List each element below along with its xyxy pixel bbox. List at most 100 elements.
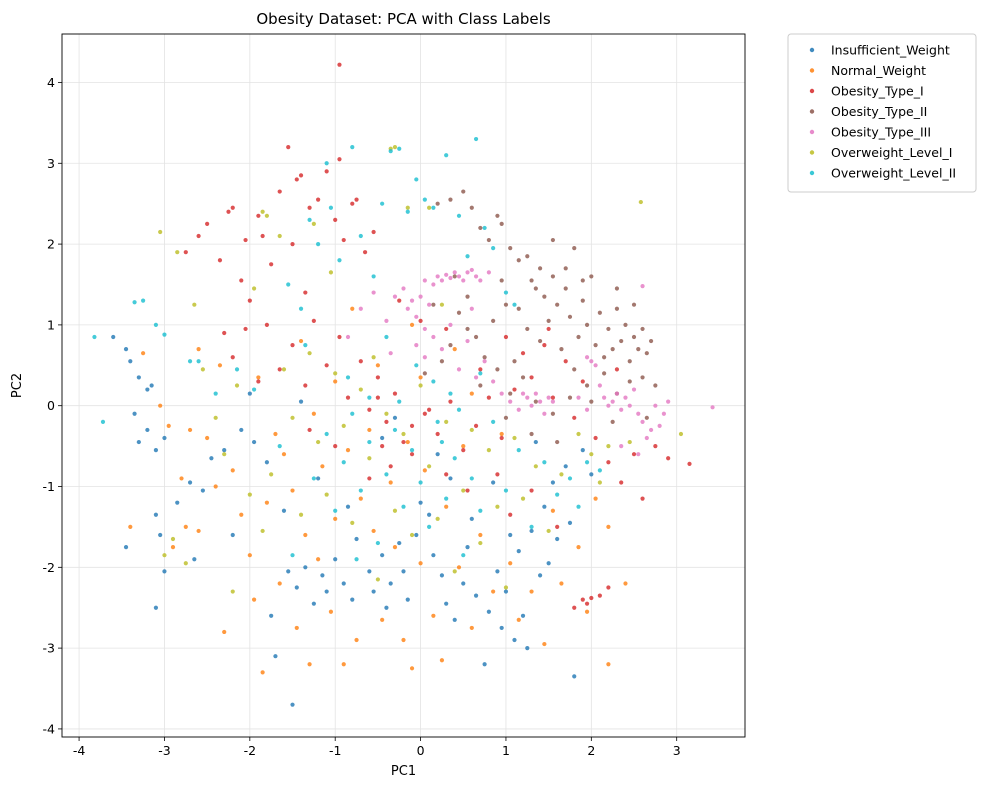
data-point xyxy=(401,439,406,445)
data-point xyxy=(392,391,398,396)
data-point xyxy=(589,452,594,457)
data-point xyxy=(92,334,97,340)
data-point xyxy=(473,136,479,142)
data-point xyxy=(576,395,581,400)
data-point xyxy=(491,480,496,485)
y-tick-label: 1 xyxy=(47,317,55,332)
data-point xyxy=(478,532,483,538)
data-point xyxy=(298,399,304,404)
data-point xyxy=(162,569,167,574)
data-point xyxy=(529,589,534,594)
series-obesity-type-iii xyxy=(345,267,715,457)
data-point xyxy=(401,569,406,574)
data-point xyxy=(619,480,624,485)
data-point xyxy=(320,464,325,469)
data-point xyxy=(529,278,534,283)
data-point xyxy=(431,302,436,307)
data-point xyxy=(533,439,538,445)
data-point xyxy=(482,662,487,667)
data-point xyxy=(290,702,295,707)
data-point xyxy=(606,662,611,667)
data-point xyxy=(512,435,517,441)
data-point xyxy=(465,294,470,299)
data-point xyxy=(196,359,201,364)
data-point xyxy=(298,338,304,344)
data-point xyxy=(538,573,543,578)
data-point xyxy=(418,318,423,323)
data-point xyxy=(345,448,351,453)
data-point xyxy=(307,205,312,210)
data-point xyxy=(452,274,457,279)
data-point xyxy=(205,221,210,226)
data-point xyxy=(576,545,581,550)
data-point xyxy=(619,444,624,449)
data-point xyxy=(324,589,329,594)
data-point xyxy=(452,617,457,622)
data-point xyxy=(405,205,410,210)
data-point xyxy=(478,225,483,231)
data-point xyxy=(341,581,346,586)
data-point xyxy=(627,403,632,408)
data-point xyxy=(324,169,329,174)
data-point xyxy=(409,532,415,538)
data-point xyxy=(341,460,346,465)
data-point xyxy=(303,383,308,388)
data-point xyxy=(465,270,470,275)
data-point xyxy=(123,347,129,352)
data-point xyxy=(358,233,363,239)
data-point xyxy=(448,322,453,327)
data-point xyxy=(337,157,342,162)
y-tick-label: -2 xyxy=(43,560,55,575)
data-point xyxy=(602,395,607,400)
data-point xyxy=(170,545,176,550)
data-point xyxy=(247,298,252,303)
data-point xyxy=(431,205,436,210)
data-point xyxy=(409,298,415,303)
data-point xyxy=(482,225,487,231)
data-point xyxy=(427,205,432,210)
legend-label: Normal_Weight xyxy=(831,63,926,78)
data-point xyxy=(196,347,201,352)
data-point xyxy=(546,561,551,566)
data-point xyxy=(209,456,214,461)
data-point xyxy=(362,250,368,255)
data-point xyxy=(653,444,658,449)
data-point xyxy=(158,229,163,235)
data-point xyxy=(333,557,338,562)
data-point xyxy=(473,274,479,279)
data-point xyxy=(422,371,427,376)
data-point xyxy=(350,411,355,416)
data-point xyxy=(328,205,334,210)
data-point xyxy=(508,532,513,538)
data-point xyxy=(128,524,133,530)
data-point xyxy=(503,488,509,493)
data-point xyxy=(375,540,380,546)
data-point xyxy=(307,351,312,356)
y-tick-label: 3 xyxy=(47,156,55,171)
data-point xyxy=(128,359,133,364)
data-point xyxy=(132,411,137,416)
data-point xyxy=(478,371,483,376)
data-point xyxy=(559,581,564,586)
data-point xyxy=(439,347,445,352)
data-point xyxy=(606,524,611,530)
data-point xyxy=(567,476,573,481)
data-point xyxy=(631,302,637,307)
data-point xyxy=(516,448,521,453)
data-point xyxy=(614,306,620,311)
data-point xyxy=(341,662,346,667)
data-point xyxy=(371,528,376,534)
data-point xyxy=(375,395,380,400)
data-point xyxy=(580,597,585,602)
data-point xyxy=(409,666,415,671)
data-point xyxy=(414,177,419,182)
data-point xyxy=(550,237,556,243)
data-point xyxy=(384,318,389,323)
data-point xyxy=(550,508,556,513)
data-point xyxy=(473,423,479,429)
data-point xyxy=(431,282,436,287)
data-point xyxy=(606,326,611,332)
data-point xyxy=(593,363,598,368)
plot-frame xyxy=(61,33,746,738)
data-point xyxy=(290,342,295,348)
